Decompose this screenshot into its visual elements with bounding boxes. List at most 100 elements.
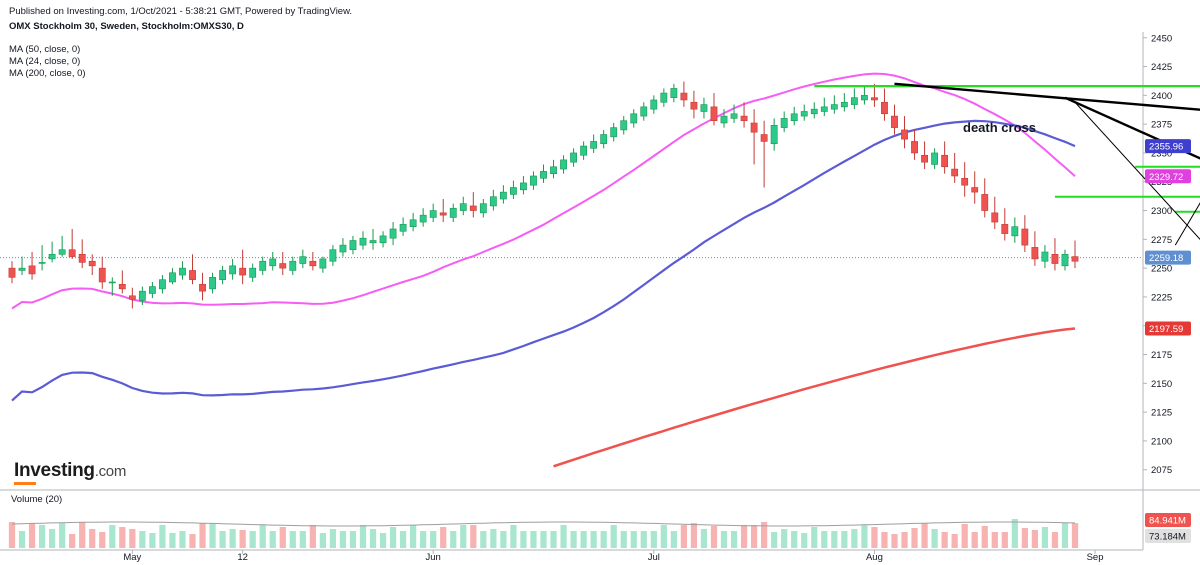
volume-bar (600, 531, 607, 548)
volume-bar (771, 532, 778, 548)
volume-bar (189, 534, 196, 548)
volume-bar (460, 525, 467, 548)
candle-body (399, 224, 407, 232)
volume-bar (590, 531, 597, 548)
volume-bar (660, 525, 667, 548)
y-tick-label: 2100 (1151, 436, 1172, 447)
volume-bar (951, 534, 958, 548)
candle-body (429, 210, 437, 218)
volume-bar (710, 526, 718, 548)
candle-body (389, 228, 397, 239)
candle-body (670, 88, 678, 98)
volume-bar (139, 531, 146, 548)
volume-bar (269, 531, 276, 548)
volume-bar (38, 525, 46, 548)
volume-bar (149, 533, 156, 548)
candle-body (289, 260, 297, 271)
candle-body (48, 254, 56, 260)
candle-body (921, 154, 928, 163)
volume-bar (690, 523, 698, 548)
legend-ma50[interactable]: MA (50, close, 0) (9, 44, 81, 55)
volume-bar (791, 531, 798, 548)
volume-bar (430, 531, 437, 548)
candle-body (770, 125, 778, 145)
volume-bar (1021, 528, 1028, 548)
candle-body (1061, 254, 1069, 267)
volume-bar (69, 534, 76, 548)
investing-logo[interactable]: Investing.com (14, 460, 126, 482)
volume-bar (831, 531, 838, 548)
candle-body (489, 196, 497, 207)
volume-badge-label: 73.184M (1149, 532, 1186, 543)
candle-body (750, 122, 758, 133)
volume-bar (620, 531, 627, 548)
candle-body (510, 187, 517, 195)
volume-bar (399, 531, 407, 548)
volume-bar (841, 531, 848, 548)
candle-body (279, 263, 287, 269)
candle-body (840, 101, 848, 108)
candle-body (219, 270, 227, 280)
candle-body (1021, 228, 1029, 246)
volume-bar (610, 525, 617, 548)
candle-body (88, 260, 96, 267)
volume-bar (119, 527, 126, 548)
volume-bar (1061, 523, 1069, 548)
volume-bar (49, 529, 56, 548)
candle-body (469, 205, 477, 211)
candle-body (118, 283, 126, 290)
volume-bar (901, 532, 908, 548)
price-axis: 2075210021252150217522002225225022752300… (1143, 33, 1172, 476)
x-tick-label: 12 (237, 552, 248, 563)
logo-suffix: .com (94, 463, 127, 480)
volume-bar (851, 529, 858, 548)
candle-body (379, 235, 387, 244)
candle-body (1041, 251, 1049, 262)
candle-body (610, 127, 618, 138)
moving-average-lines (11, 72, 1076, 468)
candle-body (179, 267, 186, 276)
volume-bar (811, 527, 818, 548)
volume-bar (680, 525, 688, 548)
volume-bar (319, 533, 326, 548)
x-tick-label: Jul (648, 552, 660, 563)
candle-body (690, 101, 698, 110)
price-badge (1145, 139, 1191, 154)
volume-bar (670, 531, 677, 548)
candle-body (580, 145, 588, 156)
volume-bar (650, 531, 657, 548)
candle-body (520, 182, 527, 191)
volume-bar (239, 530, 246, 548)
x-tick-label: Jun (426, 552, 441, 563)
volume-bar (359, 525, 367, 548)
candle-body (329, 249, 337, 262)
legend-ma24[interactable]: MA (24, close, 0) (9, 56, 81, 67)
legend-ma200[interactable]: MA (200, close, 0) (9, 68, 86, 79)
candle-body (78, 254, 86, 263)
volume-bar (309, 525, 316, 548)
candle-body (931, 152, 939, 165)
candle-body (369, 240, 377, 244)
volume-bar (259, 525, 266, 548)
time-axis: May 12 Jun Jul Aug Sep (123, 550, 1104, 563)
candle-body (269, 258, 277, 267)
y-tick-label: 2275 (1151, 235, 1172, 246)
trendline-thin-down (1074, 101, 1200, 240)
price-badges: 2355.96 2329.72 2259.18 2197.59 84.941M 73.18… (1145, 139, 1191, 543)
candle-body (299, 256, 307, 264)
volume-bar (109, 525, 116, 548)
volume-bar (520, 531, 527, 548)
candle-body (138, 290, 146, 301)
volume-bar (971, 532, 978, 548)
candle-body (309, 260, 317, 267)
price-badge-label: 2355.96 (1149, 142, 1183, 153)
candle-body (951, 168, 959, 177)
candle-body (871, 97, 878, 101)
y-tick-label: 2250 (1151, 264, 1172, 275)
volume-bar (740, 525, 748, 548)
candle-body (700, 104, 708, 112)
candle-body (630, 113, 638, 124)
volume-bar (8, 522, 16, 548)
volume-bar (339, 531, 347, 548)
